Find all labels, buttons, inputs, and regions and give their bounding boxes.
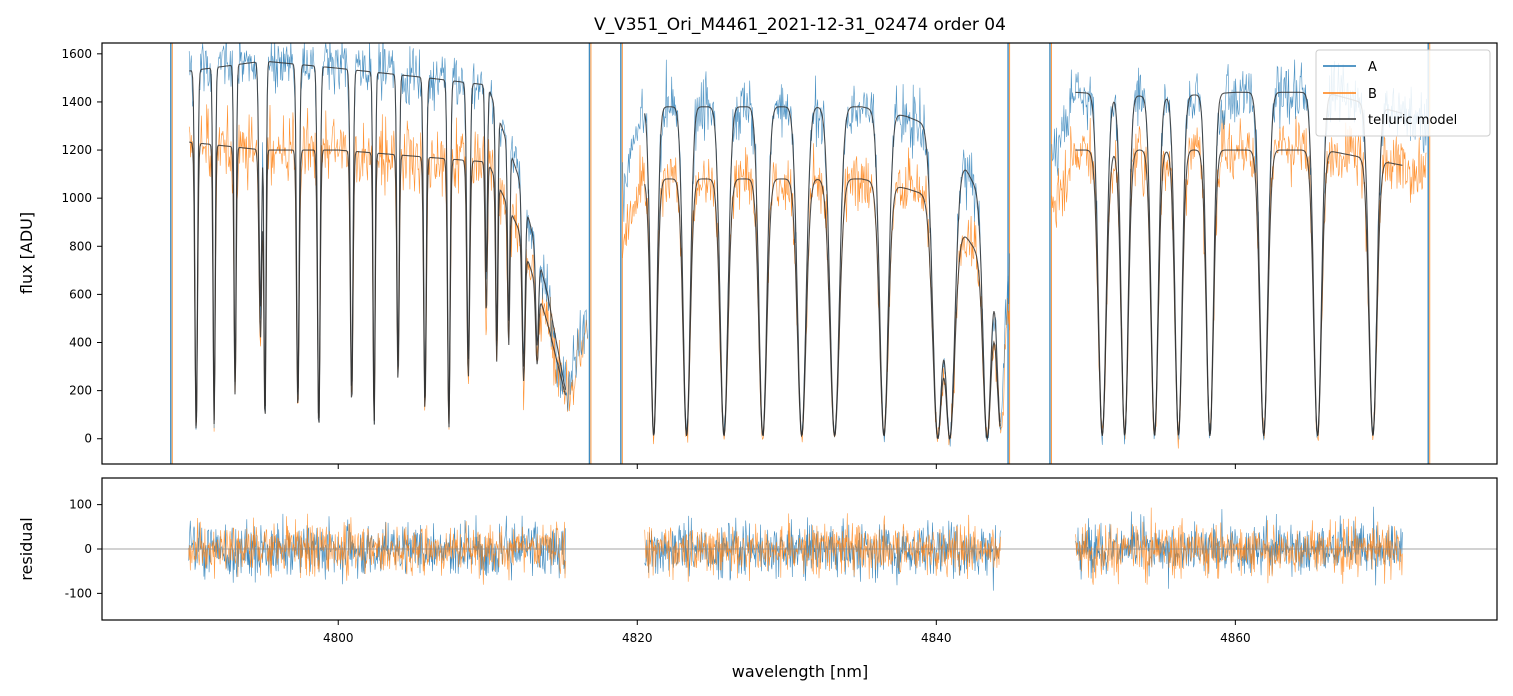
y-tick-label: 800 <box>69 239 92 253</box>
y-tick-label: 200 <box>69 384 92 398</box>
y-tick-label: 1400 <box>61 95 92 109</box>
x-tick-label: 4820 <box>622 631 653 645</box>
y-tick-label: 1000 <box>61 191 92 205</box>
residual-b <box>188 507 1403 585</box>
residual-panel: 4800 4820 4840 4860 -100 0 100 residual wavele… <box>17 477 1498 681</box>
residual-axes-frame <box>101 477 1498 621</box>
x-tick-label: 4840 <box>921 631 952 645</box>
y-axis-label-residual: residual <box>17 517 36 580</box>
chart-title: V_V351_Ori_M4461_2021-12-31_02474 order … <box>594 15 1006 35</box>
residual-y-tick-label: 100 <box>69 498 92 512</box>
y-axis-label-flux: flux [ADU] <box>17 212 36 294</box>
residual-y-tick-label: -100 <box>65 586 92 600</box>
spectrum-axes-frame <box>101 42 1498 465</box>
x-tick-label: 4800 <box>323 631 354 645</box>
telluric-model-b <box>189 141 1403 441</box>
y-tick-label: 1600 <box>61 47 92 61</box>
y-tick-label: 600 <box>69 287 92 301</box>
spectrum-panel: 0 200 400 600 800 1000 1200 1400 1600 flux [ADU]… <box>17 42 1498 469</box>
x-axis-label: wavelength [nm] <box>732 662 869 681</box>
y-tick-label: 1200 <box>61 143 92 157</box>
y-tick-label: 0 <box>84 432 92 446</box>
x-tick-label: 4860 <box>1220 631 1251 645</box>
legend-label-b: B <box>1368 87 1377 102</box>
y-tick-label: 400 <box>69 336 92 350</box>
legend-label-a: A <box>1368 60 1377 75</box>
legend-label-telluric-model: telluric model <box>1368 113 1457 128</box>
legend: A B telluric model <box>1315 49 1491 137</box>
residual-y-tick-label: 0 <box>84 542 92 556</box>
